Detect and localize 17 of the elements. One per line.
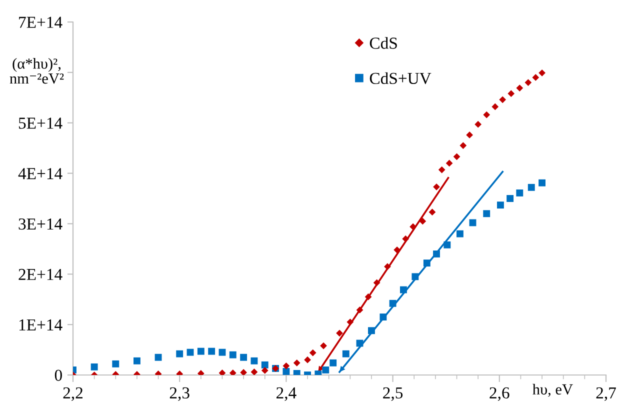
y-tick-label: 1E+14 [19,319,62,330]
y-tick-label: 7E+14 [19,16,62,28]
y-tick-label: 3E+14 [18,218,62,230]
y-tick-label: 5E+14 [18,118,62,129]
x-tick-label: 2,4 [276,387,296,401]
legend-label: CdS+UV [370,72,432,84]
y-tick-label: 2E+14 [18,268,62,280]
y-tick-label: 4E+14 [18,168,62,180]
x-tick-label: 2,2 [63,387,82,401]
x-tick-label: 2,3 [170,387,190,401]
y-tick-label: 0 [54,370,62,381]
x-axis-title: hυ, eV [532,384,573,397]
x-tick-label: 2,7 [596,387,616,401]
y-axis-title: (α*hυ)², nm⁻²eV² [10,58,64,84]
legend-label: CdS [370,37,397,49]
x-tick-label: 2,5 [383,387,403,401]
x-tick-label: 2,6 [490,387,510,401]
